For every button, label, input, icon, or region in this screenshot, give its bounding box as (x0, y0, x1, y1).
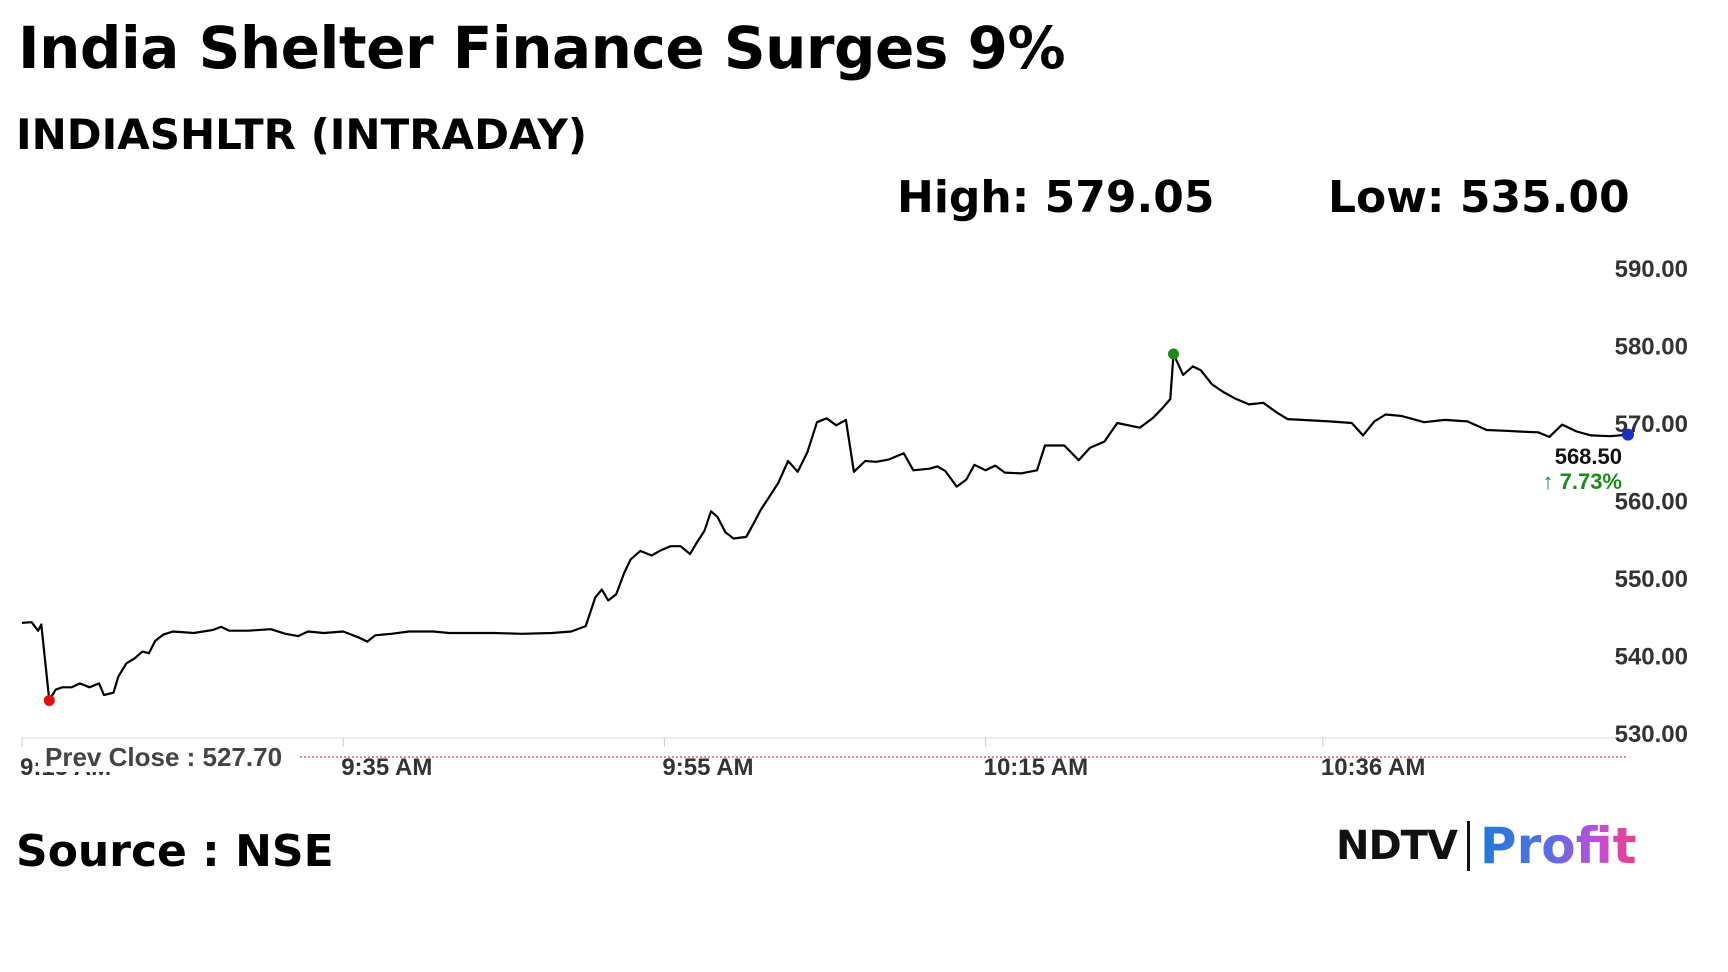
chart-title: India Shelter Finance Surges 9% (18, 14, 1066, 82)
logo-ndtv-text: NDTV (1336, 823, 1458, 869)
price-change-label: ↑ 7.73% (1543, 469, 1623, 494)
day-high-label: High: 579.05 (897, 172, 1215, 223)
y-tick-label: 540.00 (1615, 644, 1688, 671)
y-tick-label: 580.00 (1615, 334, 1688, 361)
source-label: Source : NSE (16, 826, 334, 877)
chart-subtitle: INDIASHLTR (INTRADAY) (16, 110, 588, 159)
low-point-marker (43, 694, 55, 706)
ndtv-profit-logo: NDTV Profit (1336, 817, 1637, 875)
prev-close-label: Prev Close : 527.70 (45, 742, 282, 772)
prev-close-label-bg (38, 740, 296, 772)
y-tick-label: 530.00 (1615, 721, 1688, 748)
logo-divider (1466, 821, 1470, 871)
high-point-marker (1168, 348, 1180, 360)
x-tick-label: 9:35 AM (341, 754, 432, 781)
price-series-line (21, 352, 1629, 702)
last-price-label: 568.50 (1555, 444, 1622, 469)
y-tick-label: 560.00 (1615, 489, 1688, 516)
y-tick-label: 590.00 (1615, 256, 1688, 283)
x-tick-label: 9:55 AM (662, 754, 753, 781)
last-price-marker (1622, 428, 1634, 441)
y-tick-label: 550.00 (1615, 566, 1688, 593)
logo-profit-text: Profit (1479, 817, 1637, 875)
x-tick-label: 10:36 AM (1321, 754, 1425, 781)
day-low-label: Low: 535.00 (1328, 172, 1630, 223)
x-tick-label: 10:15 AM (984, 754, 1088, 781)
